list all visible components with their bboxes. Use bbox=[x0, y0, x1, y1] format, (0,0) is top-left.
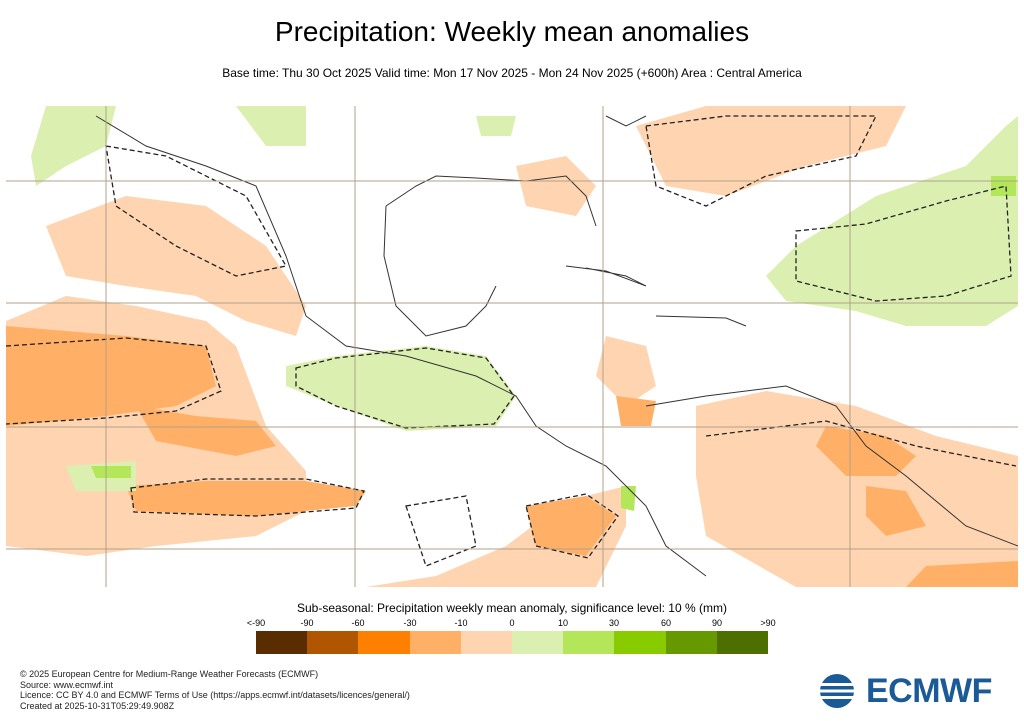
significance-contours bbox=[6, 115, 1017, 567]
created-text: Created at 2025-10-31T05:29:49.908Z bbox=[20, 701, 175, 712]
legend-label: <-90 bbox=[246, 618, 266, 628]
dry-anomaly-mid-areas bbox=[6, 326, 1018, 587]
legend-label: -10 bbox=[454, 618, 468, 628]
legend-labels: <-90 -90 -60 -30 -10 0 10 30 60 90 >90 bbox=[247, 618, 776, 630]
legend-swatch bbox=[409, 631, 461, 654]
legend-swatch bbox=[307, 631, 359, 654]
legend-label: 10 bbox=[557, 618, 569, 628]
legend-title: Sub-seasonal: Precipitation weekly mean … bbox=[297, 601, 727, 615]
legend-swatch bbox=[614, 631, 666, 654]
legend-swatch bbox=[716, 631, 769, 654]
ecmwf-logo-text: ECMWF bbox=[866, 671, 992, 710]
legend-swatch bbox=[665, 631, 717, 654]
legend-swatch bbox=[563, 631, 615, 654]
legend-label: 60 bbox=[660, 618, 672, 628]
legend-swatch bbox=[256, 631, 308, 654]
licence-text: Licence: CC BY 4.0 and ECMWF Terms of Us… bbox=[20, 690, 410, 701]
coastlines bbox=[95, 115, 1018, 577]
ecmwf-logo: ECMWF bbox=[814, 671, 1014, 710]
legend-label: >90 bbox=[760, 618, 776, 628]
legend-colorbar bbox=[256, 631, 769, 654]
page-subtitle: Base time: Thu 30 Oct 2025 Valid time: M… bbox=[222, 66, 802, 80]
gridlines bbox=[6, 106, 1018, 587]
source-text: Source: www.ecmwf.int bbox=[20, 679, 114, 690]
legend-label: -30 bbox=[403, 618, 417, 628]
legend-swatch bbox=[358, 631, 410, 654]
page-title: Precipitation: Weekly mean anomalies bbox=[274, 16, 750, 47]
legend-label: -60 bbox=[351, 618, 365, 628]
copyright-text: © 2025 European Centre for Medium-Range … bbox=[20, 669, 319, 679]
legend-swatch bbox=[460, 631, 513, 654]
legend-label: -90 bbox=[300, 618, 314, 628]
anomaly-map bbox=[6, 106, 1018, 587]
legend-label: 30 bbox=[608, 618, 620, 628]
footer-credits: © 2025 European Centre for Medium-Range … bbox=[20, 669, 410, 712]
ecmwf-logo-icon bbox=[818, 674, 856, 708]
legend-label: 0 bbox=[509, 618, 515, 628]
legend-label: 90 bbox=[711, 618, 723, 628]
legend-swatch bbox=[512, 631, 564, 654]
